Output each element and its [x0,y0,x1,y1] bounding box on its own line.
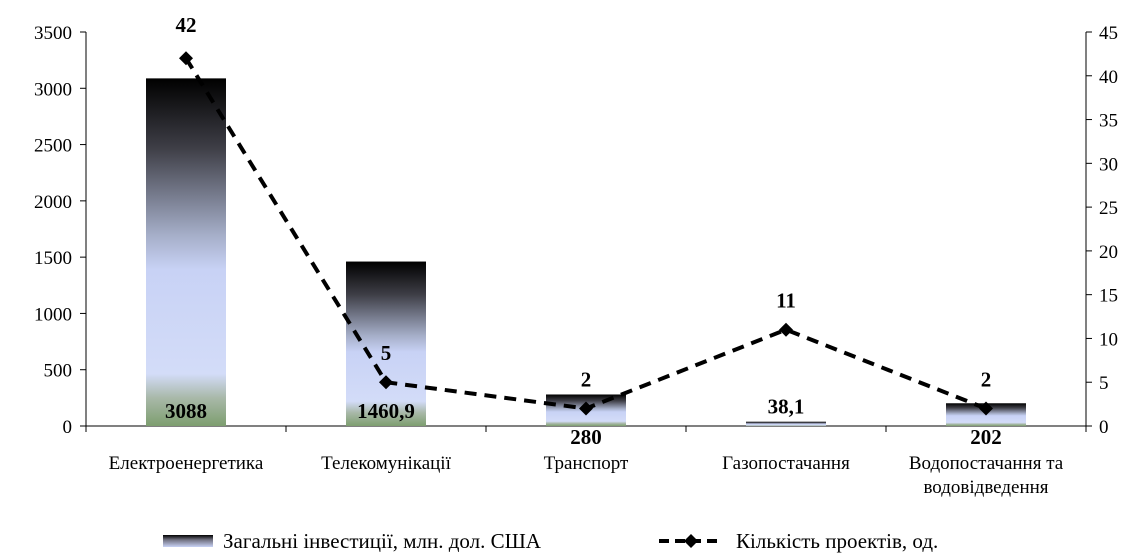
bar [746,421,826,426]
line-value-label: 2 [981,367,992,391]
y-left-tick-label: 2000 [34,192,72,213]
x-tick-label: Транспорт [544,453,629,474]
y-right-tick-label: 15 [1099,286,1118,307]
x-tick-label: Водопостачання та [909,453,1064,474]
line-value-label: 42 [176,13,197,37]
y-right-tick-label: 0 [1099,417,1109,438]
bar-value-label: 3088 [165,399,207,423]
bar-value-label: 280 [570,425,602,449]
bar-value-label: 38,1 [768,395,805,419]
legend-line-marker [684,534,698,548]
x-tick-label: водовідведення [923,477,1048,498]
line-series [179,51,993,416]
x-tick-label: Газопостачання [722,453,850,474]
bar-series [146,78,1026,426]
legend-line-label: Кількість проектів, од. [736,529,938,553]
x-tick-label: Електроенергетика [109,453,264,474]
line-value-label: 2 [581,367,592,391]
data-labels: 3088 1460,9 280 38,1 202 42 5 2 11 2 [165,13,1002,449]
bar-value-label: 202 [970,425,1002,449]
y-left-tick-label: 1500 [34,248,72,269]
y-right-tick-label: 5 [1099,373,1109,394]
legend-bar-swatch [163,535,213,547]
y-right-tick-label: 45 [1099,23,1118,44]
y-right-tick-label: 10 [1099,329,1118,350]
x-tick-label: Телекомунікації [321,453,451,474]
legend: Загальні інвестиції, млн. дол. США Кількі… [163,529,938,553]
bar-value-label: 1460,9 [357,399,415,423]
y-left-tick-label: 3000 [34,79,72,100]
line-path [184,57,987,411]
bar [346,261,426,426]
axes: 0500100015002000250030003500051015202530… [34,23,1118,498]
line-value-label: 11 [776,289,796,313]
y-right-tick-label: 40 [1099,67,1118,88]
line-point [979,401,993,416]
y-right-tick-label: 25 [1099,198,1118,219]
y-right-tick-label: 20 [1099,242,1118,263]
y-left-tick-label: 500 [44,361,73,382]
bar [146,78,226,426]
line-value-label: 5 [381,341,392,365]
line-point [379,375,393,390]
legend-bar-label: Загальні інвестиції, млн. дол. США [223,529,542,553]
y-right-tick-label: 30 [1099,154,1118,175]
line-point [779,322,793,337]
y-left-tick-label: 3500 [34,23,72,44]
line-point [179,51,193,66]
y-right-tick-label: 35 [1099,111,1118,132]
y-left-tick-label: 2500 [34,136,72,157]
y-left-tick-label: 1000 [34,304,72,325]
line-point [579,401,593,416]
y-left-tick-label: 0 [63,417,73,438]
